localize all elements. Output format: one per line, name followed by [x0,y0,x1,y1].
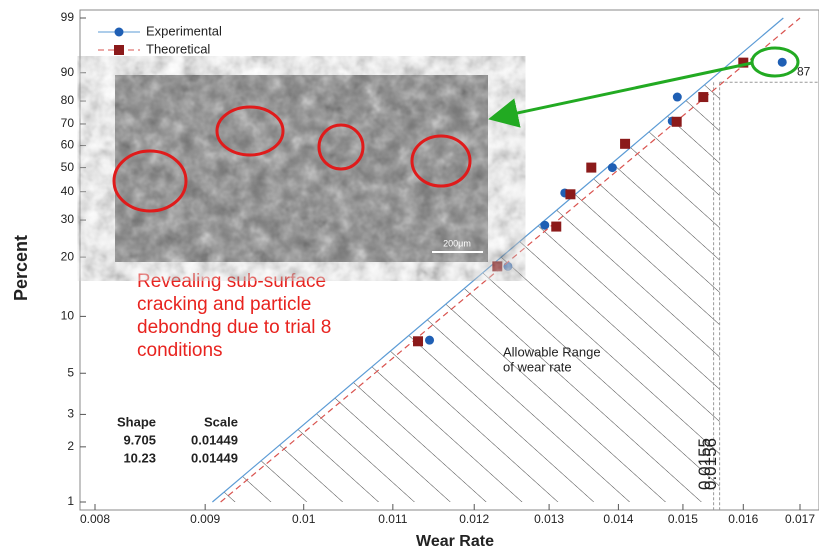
x-tick-label: 0.008 [80,512,110,526]
y-tick-label: 3 [67,407,74,421]
range-label: Allowable Range [503,344,601,359]
legend-label: Theoretical [146,41,210,56]
point [540,221,549,230]
point [565,189,575,199]
point [778,58,787,67]
x-tick-label: 0.013 [534,512,564,526]
table-cell: 10.23 [123,450,156,465]
annotation: conditions [137,340,223,361]
highlight-circle [752,48,798,76]
y-tick-label: 5 [67,365,74,379]
y-tick-label: 70 [61,116,75,130]
y-tick-label: 2 [67,439,74,453]
annotation: cracking and particle [137,294,311,315]
y-tick-label: 50 [61,160,75,174]
x-tick-label: 0.012 [459,512,489,526]
table-header: Shape [117,414,156,429]
point [586,163,596,173]
legend-marker [114,45,124,55]
y-tick-label: 99 [61,10,75,24]
point [608,163,617,172]
legend-label: Experimental [146,23,222,38]
point [492,261,502,271]
y-tick-label: 80 [61,93,75,107]
page: 1 2 3 5 10 20 30 40 50 60 70 80 90 99 0.008 0.009 0.01 0.… [0,0,819,555]
point [673,93,682,102]
point [672,117,682,127]
scale-label: 200μm [443,238,471,248]
y-tick-label: 20 [61,249,75,263]
x-tick-label: 0.01 [292,512,316,526]
legend-marker [115,28,124,37]
y-tick-label: 90 [61,65,75,79]
threshold-label: 87 [797,64,811,78]
x-axis-label: Wear Rate [416,533,494,550]
annotation: debondng due to trial 8 [137,317,331,338]
x-tick-label: 0.017 [785,512,815,526]
x-tick-label: 0.009 [190,512,220,526]
sem-texture [115,75,488,262]
annotation: Revealing sub-surface [137,271,326,292]
y-tick-label: 60 [61,138,75,152]
x-tick-label: 0.011 [378,512,407,526]
table-cell: 0.01449 [191,432,238,447]
point [413,336,423,346]
point [503,262,512,271]
y-tick-label: 30 [61,212,75,226]
table-header: Scale [204,414,238,429]
range-label: of wear rate [503,359,572,374]
chart: 1 2 3 5 10 20 30 40 50 60 70 80 90 99 0.008 0.009 0.01 0.… [0,0,819,555]
table-cell: 9.705 [123,432,156,447]
point [620,139,630,149]
point [425,336,434,345]
table-cell: 0.01449 [191,450,238,465]
limit-label: 0.0156 [701,438,720,490]
point [551,222,561,232]
point [698,92,708,102]
y-tick-label: 10 [61,309,75,323]
x-tick-label: 0.016 [728,512,758,526]
x-tick-label: 0.015 [668,512,698,526]
y-tick-label: 1 [67,494,74,508]
x-tick-label: 0.014 [603,512,633,526]
y-tick-label: 40 [61,184,75,198]
inset-image: 200μm [114,75,488,262]
y-axis-label: Percent [11,235,31,301]
